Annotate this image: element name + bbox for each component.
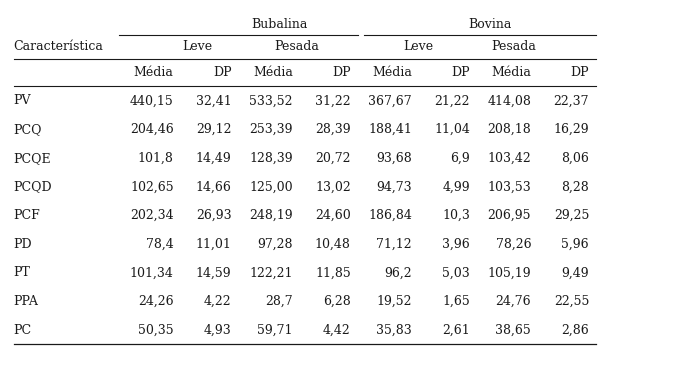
Text: 8,06: 8,06 [561,152,589,165]
Text: DP: DP [452,66,470,79]
Text: 206,95: 206,95 [488,209,531,222]
Text: 11,85: 11,85 [315,266,351,279]
Text: 59,71: 59,71 [257,324,293,337]
Text: DP: DP [571,66,589,79]
Text: 440,15: 440,15 [130,94,174,108]
Text: 128,39: 128,39 [249,152,293,165]
Text: 5,03: 5,03 [442,266,470,279]
Text: Leve: Leve [404,40,434,53]
Text: Leve: Leve [183,40,212,53]
Text: 4,93: 4,93 [204,324,232,337]
Text: 6,9: 6,9 [450,152,470,165]
Text: 21,22: 21,22 [434,94,470,108]
Text: 50,35: 50,35 [138,324,174,337]
Text: PCQD: PCQD [14,180,52,193]
Text: PPA: PPA [14,295,39,308]
Text: 186,84: 186,84 [368,209,412,222]
Text: 24,76: 24,76 [496,295,531,308]
Text: 9,49: 9,49 [561,266,589,279]
Text: 253,39: 253,39 [249,123,293,136]
Text: PCQ: PCQ [14,123,42,136]
Text: PCF: PCF [14,209,40,222]
Text: 31,22: 31,22 [315,94,351,108]
Text: PT: PT [14,266,31,279]
Text: 202,34: 202,34 [130,209,174,222]
Text: 22,55: 22,55 [554,295,589,308]
Text: 2,86: 2,86 [561,324,589,337]
Text: 35,83: 35,83 [377,324,412,337]
Text: 367,67: 367,67 [368,94,412,108]
Text: 11,01: 11,01 [195,238,232,251]
Text: 96,2: 96,2 [384,266,412,279]
Text: 94,73: 94,73 [377,180,412,193]
Text: 2,61: 2,61 [442,324,470,337]
Text: 204,46: 204,46 [130,123,174,136]
Text: 22,37: 22,37 [554,94,589,108]
Text: Característica: Característica [14,40,104,53]
Text: 122,21: 122,21 [249,266,293,279]
Text: Média: Média [133,66,174,79]
Text: PC: PC [14,324,32,337]
Text: 29,25: 29,25 [554,209,589,222]
Text: 71,12: 71,12 [377,238,412,251]
Text: 32,41: 32,41 [196,94,232,108]
Text: 24,26: 24,26 [138,295,174,308]
Text: PV: PV [14,94,31,108]
Text: 10,48: 10,48 [315,238,351,251]
Text: 13,02: 13,02 [315,180,351,193]
Text: DP: DP [213,66,232,79]
Text: 248,19: 248,19 [249,209,293,222]
Text: Pesada: Pesada [492,40,537,53]
Text: 8,28: 8,28 [561,180,589,193]
Text: 14,66: 14,66 [195,180,232,193]
Text: 103,53: 103,53 [488,180,531,193]
Text: 19,52: 19,52 [377,295,412,308]
Text: DP: DP [332,66,351,79]
Text: 533,52: 533,52 [249,94,293,108]
Text: 5,96: 5,96 [561,238,589,251]
Text: 28,39: 28,39 [315,123,351,136]
Text: 14,49: 14,49 [196,152,232,165]
Text: 4,22: 4,22 [204,295,232,308]
Text: 29,12: 29,12 [196,123,232,136]
Text: 97,28: 97,28 [257,238,293,251]
Text: Pesada: Pesada [274,40,319,53]
Text: Média: Média [491,66,531,79]
Text: 78,26: 78,26 [496,238,531,251]
Text: 105,19: 105,19 [488,266,531,279]
Text: PD: PD [14,238,32,251]
Text: 24,60: 24,60 [315,209,351,222]
Text: 6,28: 6,28 [323,295,351,308]
Text: 4,99: 4,99 [442,180,470,193]
Text: 4,42: 4,42 [323,324,351,337]
Text: 78,4: 78,4 [146,238,174,251]
Text: 101,8: 101,8 [138,152,174,165]
Text: 208,18: 208,18 [488,123,531,136]
Text: 103,42: 103,42 [488,152,531,165]
Text: 102,65: 102,65 [130,180,174,193]
Text: 414,08: 414,08 [488,94,531,108]
Text: 38,65: 38,65 [496,324,531,337]
Text: 1,65: 1,65 [442,295,470,308]
Text: 11,04: 11,04 [434,123,470,136]
Text: 20,72: 20,72 [315,152,351,165]
Text: 10,3: 10,3 [442,209,470,222]
Text: PCQE: PCQE [14,152,51,165]
Text: 26,93: 26,93 [196,209,232,222]
Text: 14,59: 14,59 [196,266,232,279]
Text: Bovina: Bovina [469,18,512,31]
Text: 3,96: 3,96 [442,238,470,251]
Text: 125,00: 125,00 [249,180,293,193]
Text: 16,29: 16,29 [554,123,589,136]
Text: Média: Média [372,66,412,79]
Text: 188,41: 188,41 [368,123,412,136]
Text: Média: Média [253,66,293,79]
Text: 28,7: 28,7 [265,295,293,308]
Text: 93,68: 93,68 [377,152,412,165]
Text: 101,34: 101,34 [130,266,174,279]
Text: Bubalina: Bubalina [251,18,307,31]
